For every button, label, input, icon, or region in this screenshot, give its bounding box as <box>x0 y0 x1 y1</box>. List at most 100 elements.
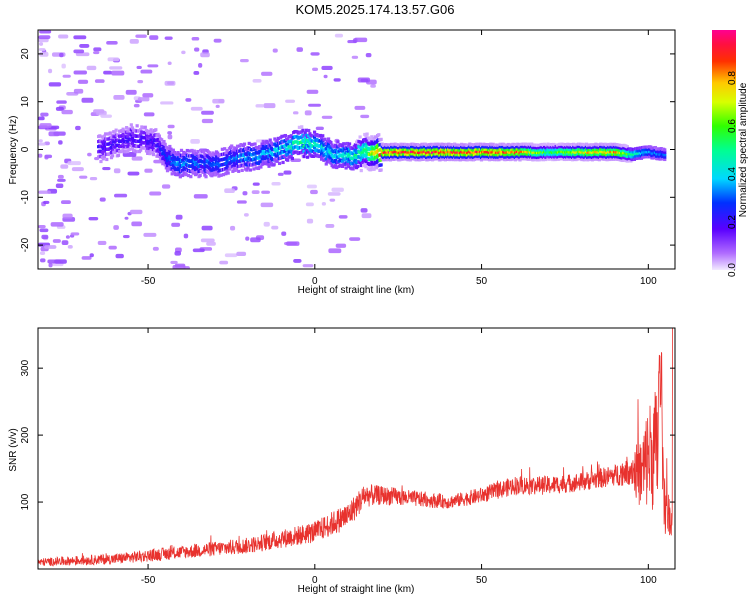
ridge-cell <box>109 150 114 155</box>
noise-cell <box>129 209 143 215</box>
ridge-cell <box>275 149 279 153</box>
ridge-cell <box>308 152 312 156</box>
ridge-cell <box>213 173 217 177</box>
noise-cell <box>113 168 121 174</box>
noise-cell <box>245 236 250 241</box>
ridge-cell <box>203 173 207 177</box>
ridge-cell <box>129 138 133 142</box>
ridge-cell <box>372 157 376 161</box>
ridge-cell <box>379 168 383 172</box>
ridge-cell <box>326 147 331 151</box>
noise-cell <box>48 68 53 74</box>
noise-cell <box>296 47 303 52</box>
ridge-cell <box>372 152 376 156</box>
ridge-cell <box>147 139 151 144</box>
ridge-cell <box>164 161 168 165</box>
ridge-cell <box>150 130 154 134</box>
ridge-cell <box>164 145 168 150</box>
ridge-cell <box>170 162 174 166</box>
ridge-cell <box>121 147 125 152</box>
ridge-cell <box>139 143 143 147</box>
ridge-cell <box>353 163 358 167</box>
ridge-cell <box>234 162 238 166</box>
ridge-cell <box>542 142 547 146</box>
ridge-cell <box>231 169 235 173</box>
ridge-cell <box>245 163 249 167</box>
ridge-cell <box>286 153 290 157</box>
ridge-cell <box>192 169 196 174</box>
ridge-cell <box>370 135 374 139</box>
noise-cell <box>240 59 249 63</box>
ridge-cell <box>268 143 272 147</box>
colorbar-label: Normalized spectral amplitude <box>738 82 749 217</box>
noise-cell <box>125 89 137 95</box>
ridge-cell <box>165 158 170 163</box>
ridge-cell <box>364 134 368 138</box>
ridge-cell <box>369 168 373 172</box>
ridge-cell <box>259 144 263 149</box>
noise-cell <box>71 167 84 172</box>
noise-cell <box>271 225 279 230</box>
ridge-cell <box>364 139 368 143</box>
ridge-cell <box>146 151 150 155</box>
spectrogram-axes: -50 0 50 100 -20 -10 0 10 20 <box>20 30 675 287</box>
ridge-cell <box>162 139 166 144</box>
ridge-cell <box>147 129 151 133</box>
noise-cell <box>135 34 147 38</box>
ridge-cell <box>101 136 105 141</box>
noise-cell <box>302 264 314 268</box>
noise-cell <box>48 82 62 87</box>
ridge-cell <box>113 135 117 139</box>
ridge-cell <box>210 174 214 178</box>
ridge-cell <box>308 142 312 146</box>
ridge-cell <box>213 157 217 162</box>
ridge-cell <box>345 152 349 156</box>
ridge-cell <box>369 137 373 141</box>
ridge-cell <box>312 140 317 144</box>
ridge-cell <box>156 137 160 142</box>
ridge-cell <box>126 134 130 138</box>
ridge-cell <box>128 147 132 151</box>
ridge-cell <box>170 167 174 171</box>
ridge-cell <box>234 147 238 151</box>
ridge-cell <box>359 148 363 152</box>
noise-cell <box>252 182 260 186</box>
ridge-cell <box>192 164 196 169</box>
noise-cell <box>60 200 71 205</box>
ridge-cell <box>232 146 236 150</box>
ridge-cell <box>216 156 220 160</box>
ridge-cell <box>259 150 263 154</box>
ridge-cell <box>359 168 363 173</box>
noise-cell <box>70 232 80 236</box>
snr-chart: -50 0 50 100 100 200 300 Height of straight li… <box>8 327 676 595</box>
ridge-cell <box>353 158 358 162</box>
ridge-cell <box>326 137 331 141</box>
ridge-cell <box>191 151 195 155</box>
ridge-cell <box>184 172 188 177</box>
noise-cell <box>198 62 203 68</box>
noise-cell <box>251 190 260 195</box>
noise-cell <box>281 231 287 236</box>
ridge-cell <box>300 140 304 144</box>
noise-cell <box>152 246 159 251</box>
ridge-cell <box>369 152 373 157</box>
ridge-cell <box>663 153 667 157</box>
noise-cell <box>236 200 247 204</box>
ridge-cell <box>144 149 149 153</box>
ridge-cell <box>359 158 363 162</box>
ridge-cell <box>148 141 152 146</box>
ridge-cell <box>204 175 208 179</box>
noise-cell <box>93 51 100 55</box>
ridge-cell <box>150 145 154 149</box>
ridge-cell <box>268 148 272 152</box>
ridge-cell <box>213 163 217 167</box>
noise-cell <box>94 79 105 83</box>
colorbar-tick-label: 0.2 <box>727 215 738 229</box>
ridge-cell <box>259 165 263 169</box>
ridge-cell <box>372 167 376 171</box>
noise-cell <box>305 202 314 207</box>
noise-cell <box>170 260 178 264</box>
ridge-cell <box>260 162 264 167</box>
ridge-cell <box>547 157 551 161</box>
